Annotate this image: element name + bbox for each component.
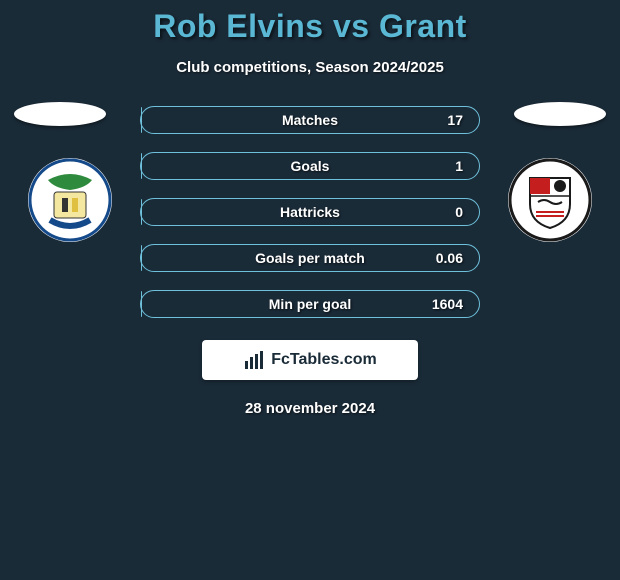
stat-label: Goals per match [141,250,479,266]
bromley-fc-icon [508,158,592,242]
stats-area: Matches 17 Goals 1 Hattricks 0 Goals per… [0,106,620,417]
brand-label: FcTables.com [271,351,377,369]
stat-row-goals: Goals 1 [140,152,480,180]
stat-row-goals-per-match: Goals per match 0.06 [140,244,480,272]
page-title: Rob Elvins vs Grant [0,8,620,45]
brand-box[interactable]: FcTables.com [202,340,418,380]
team-badge-right [508,158,592,242]
stat-label: Goals [141,158,479,174]
infographic-container: Rob Elvins vs Grant Club competitions, S… [0,0,620,417]
stat-label: Matches [141,112,479,128]
team-badge-left [28,158,112,242]
stat-row-min-per-goal: Min per goal 1604 [140,290,480,318]
stat-label: Min per goal [141,296,479,312]
solihull-moors-icon [28,158,112,242]
subtitle: Club competitions, Season 2024/2025 [0,59,620,76]
chart-icon [243,349,265,371]
date-label: 28 november 2024 [0,400,620,417]
stat-value: 0.06 [436,250,463,266]
stat-value: 1604 [432,296,463,312]
stat-value: 0 [455,204,463,220]
player-slot-right [514,102,606,126]
stat-value: 17 [447,112,463,128]
stat-rows: Matches 17 Goals 1 Hattricks 0 Goals per… [140,106,480,318]
stat-row-matches: Matches 17 [140,106,480,134]
stat-label: Hattricks [141,204,479,220]
stat-row-hattricks: Hattricks 0 [140,198,480,226]
stat-value: 1 [455,158,463,174]
player-slot-left [14,102,106,126]
